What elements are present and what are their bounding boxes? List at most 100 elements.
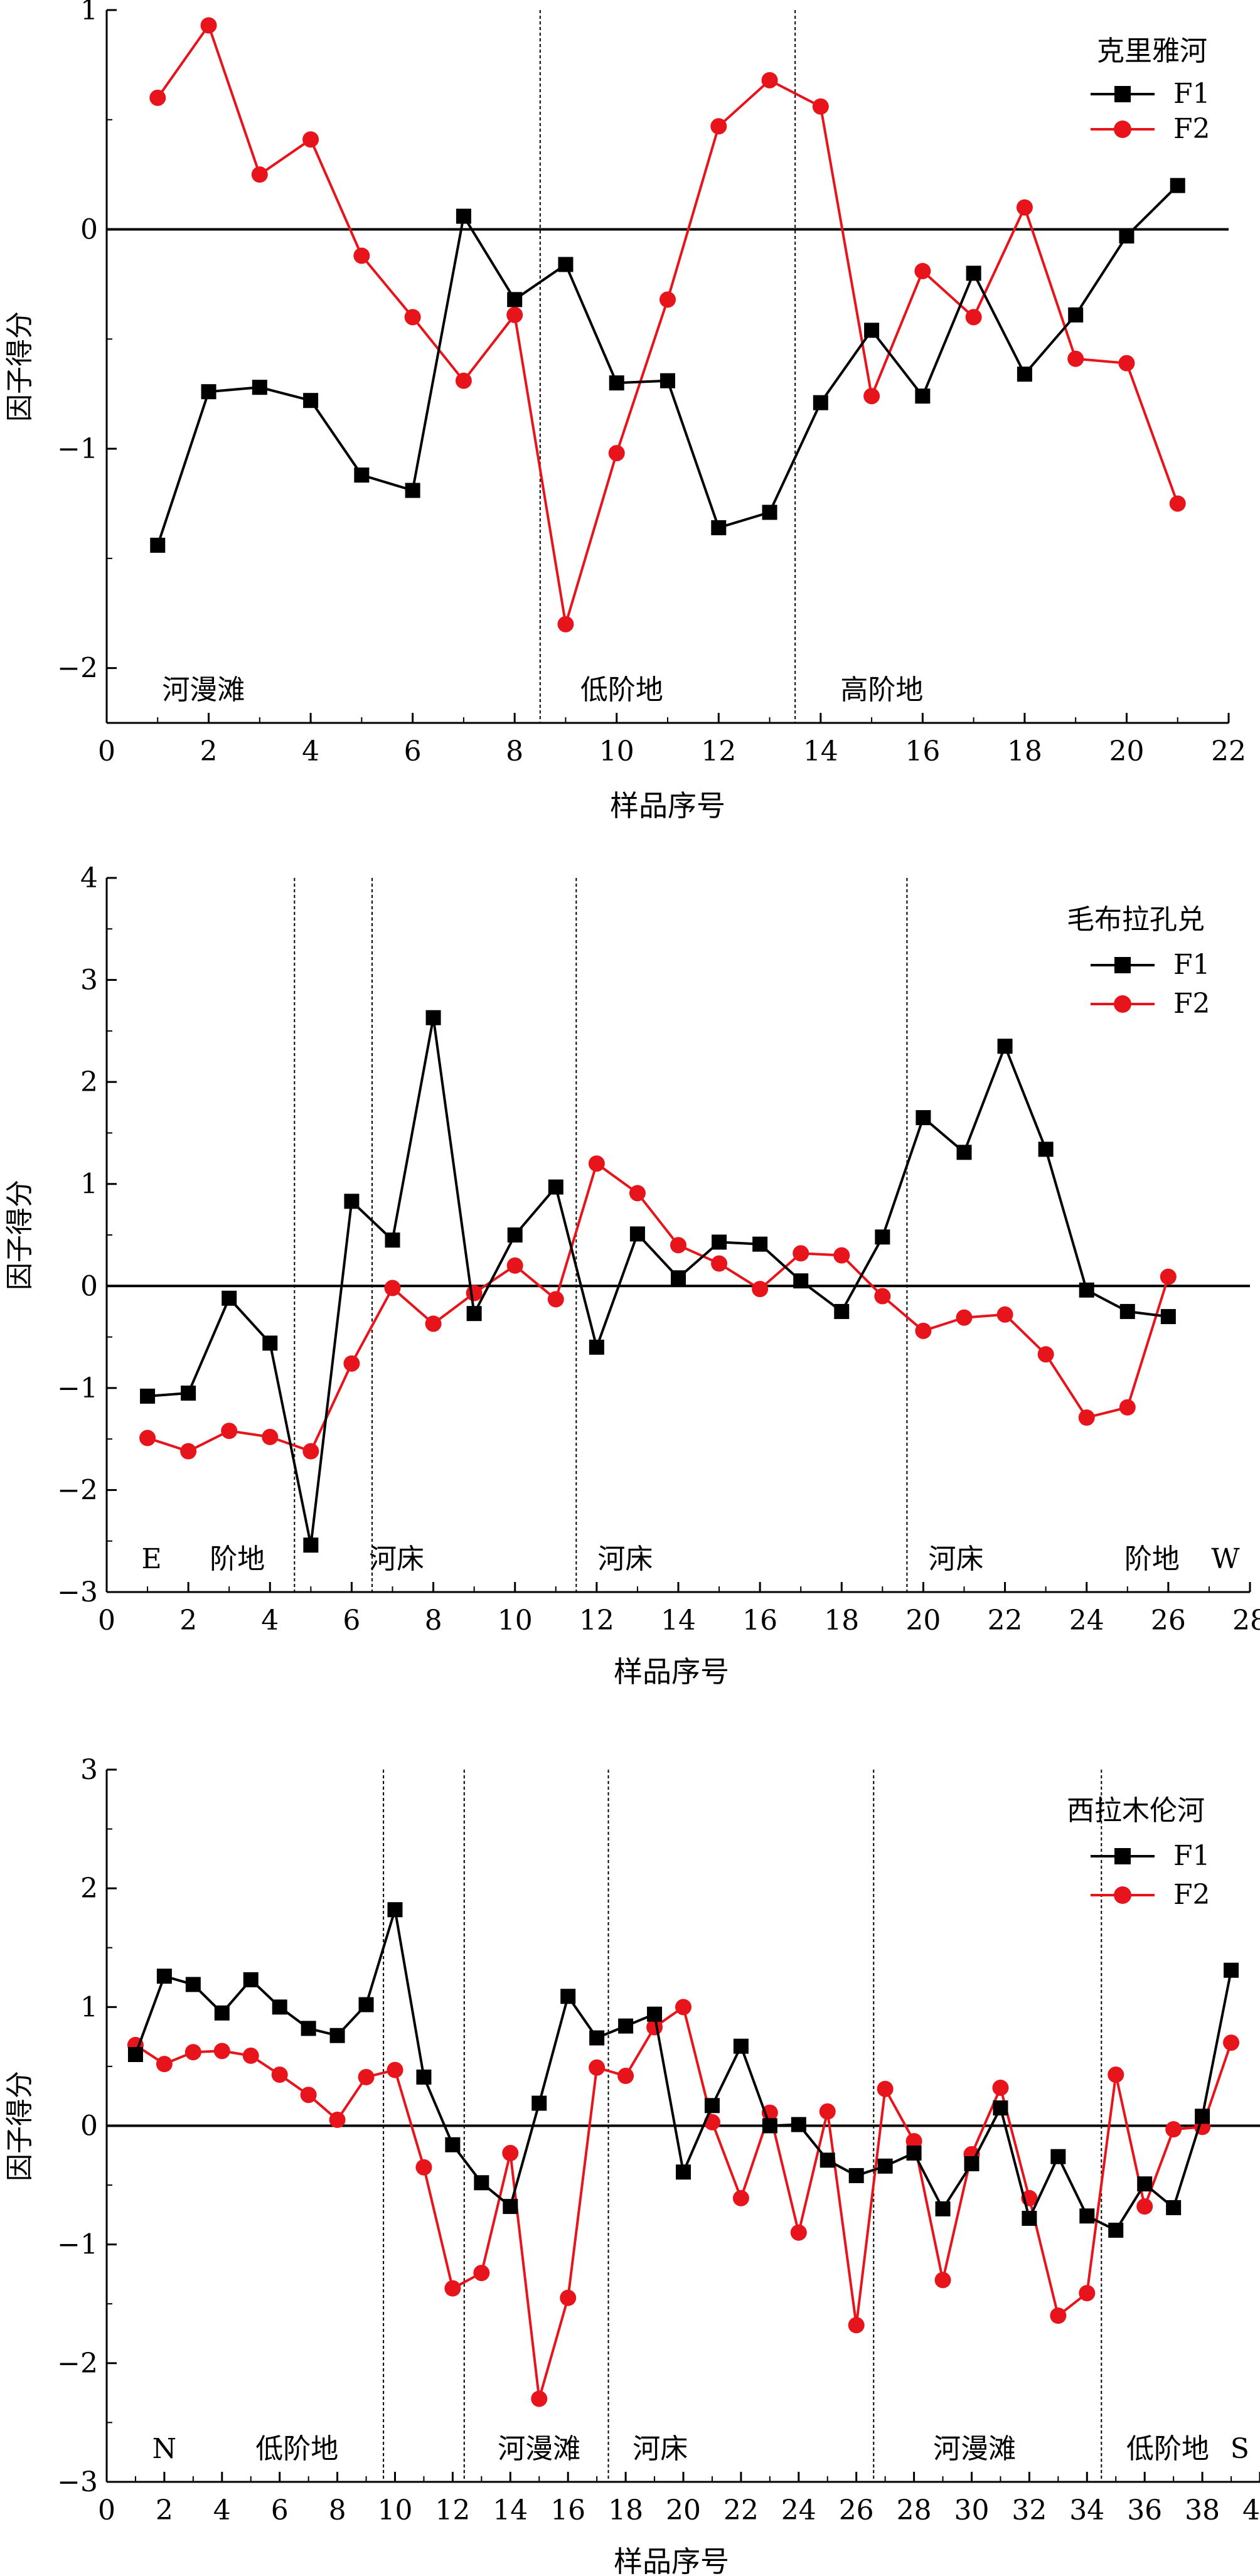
- data-point-f1: [793, 1273, 809, 1289]
- legend-entry-f2: F2: [1091, 113, 1210, 145]
- x-tick-label: 34: [1069, 2494, 1104, 2526]
- data-point-f2: [863, 388, 880, 405]
- x-tick-label: 0: [98, 1605, 115, 1637]
- data-point-f1: [1108, 2222, 1124, 2238]
- data-point-f1: [507, 1227, 523, 1243]
- data-point-f2: [793, 1245, 809, 1262]
- data-point-f1: [127, 2047, 143, 2062]
- data-point-f1: [647, 2006, 663, 2022]
- x-tick-label: 26: [1151, 1605, 1186, 1637]
- data-point-f2: [251, 166, 268, 183]
- x-tick-label: 38: [1185, 2494, 1220, 2526]
- data-point-f1: [156, 1969, 172, 1984]
- data-point-f2: [156, 2056, 173, 2073]
- data-point-f1: [303, 1537, 319, 1553]
- data-point-f1: [1224, 1962, 1239, 1978]
- x-tick-label: 20: [905, 1605, 941, 1637]
- x-tick-label: 22: [1211, 735, 1246, 767]
- data-point-f1: [997, 1039, 1013, 1054]
- y-tick-label: 0: [80, 214, 98, 246]
- data-point-f2: [752, 1281, 769, 1298]
- data-point-f1: [1166, 2200, 1182, 2216]
- data-point-f2: [425, 1315, 442, 1332]
- region-label: 河床: [597, 1543, 653, 1575]
- data-point-f1: [834, 1303, 850, 1319]
- legend-f1-marker: [1114, 957, 1131, 973]
- x-tick-label: 12: [579, 1605, 614, 1637]
- region-label: 高阶地: [840, 674, 923, 706]
- data-point-f2: [506, 306, 523, 323]
- data-point-f2: [956, 1309, 973, 1326]
- data-point-f1: [243, 1972, 259, 1987]
- x-tick-label: 24: [781, 2494, 816, 2526]
- data-point-f1: [589, 2030, 605, 2046]
- plot-area: 河漫滩 低阶地 高阶地 0 2 4 6 8 10 12 14 16 18 20 22 −2 −1 0 1: [57, 0, 1246, 767]
- x-tick-label: 4: [261, 1605, 279, 1637]
- x-tick-label: 24: [1069, 1605, 1104, 1637]
- y-axis-label: 因子得分: [4, 2071, 36, 2181]
- x-tick-label: 16: [550, 2494, 585, 2526]
- data-point-f1: [503, 2199, 518, 2215]
- data-point-f2: [629, 1185, 646, 1202]
- data-point-f1: [416, 2069, 432, 2085]
- data-point-f1: [252, 380, 267, 395]
- data-point-f1: [1079, 1282, 1094, 1298]
- data-point-f2: [659, 291, 676, 308]
- data-point-f2: [387, 2061, 403, 2078]
- y-tick-label: 1: [80, 1168, 98, 1200]
- data-point-f2: [617, 2068, 634, 2085]
- y-tick-label: 2: [80, 1066, 98, 1098]
- data-point-f2: [547, 1291, 564, 1308]
- data-point-f2: [965, 309, 982, 326]
- data-point-f2: [914, 262, 931, 279]
- data-point-f1: [629, 1226, 645, 1242]
- y-tick-label: −1: [57, 433, 98, 465]
- data-point-f2: [473, 2265, 490, 2282]
- legend-entry-f2: F2: [1091, 988, 1210, 1020]
- x-tick-label: 18: [608, 2494, 643, 2526]
- data-point-f2: [1050, 2307, 1067, 2324]
- x-tick-label: 36: [1127, 2494, 1162, 2526]
- data-point-f1: [877, 2158, 893, 2174]
- data-point-f2: [1108, 2066, 1124, 2083]
- legend-f1-marker: [1114, 86, 1131, 102]
- data-point-f2: [812, 98, 829, 115]
- legend-title: 西拉木伦河: [1067, 1795, 1205, 1827]
- region-label: 低阶地: [1126, 2433, 1209, 2465]
- region-label: S: [1231, 2433, 1249, 2465]
- data-point-f1: [956, 1145, 972, 1160]
- data-point-f2: [184, 2044, 201, 2061]
- data-point-f2: [992, 2079, 1009, 2096]
- data-point-f2: [302, 131, 319, 148]
- data-point-f2: [1067, 350, 1084, 367]
- x-tick-label: 0: [98, 2494, 115, 2526]
- data-point-f1: [385, 1232, 400, 1248]
- legend-f1-label: F1: [1173, 1840, 1210, 1872]
- region-label: 河床: [369, 1543, 424, 1575]
- x-tick-label: 6: [343, 1605, 360, 1637]
- data-point-f1: [1170, 178, 1185, 193]
- data-point-f1: [1017, 366, 1032, 382]
- legend-entry-f1: F1: [1091, 949, 1210, 981]
- x-tick-label: 40: [1242, 2494, 1260, 2526]
- data-point-f2: [711, 1255, 728, 1272]
- data-point-f1: [1195, 2108, 1210, 2124]
- data-point-f1: [704, 2098, 720, 2114]
- region-label: N: [152, 2433, 177, 2465]
- y-axis-label: 因子得分: [4, 311, 36, 422]
- legend-title: 毛布拉孔兑: [1067, 904, 1205, 936]
- x-tick-label: 10: [378, 2494, 413, 2526]
- legend-f1-marker: [1114, 1848, 1131, 1864]
- x-tick-label: 12: [701, 735, 736, 767]
- y-tick-label: 4: [80, 862, 98, 894]
- chart-panel-keliya: 河漫滩 低阶地 高阶地 0 2 4 6 8 10 12 14 16 18 20 22 −2 −1 0 1 因子得分 样…: [4, 0, 1246, 823]
- data-point-f2: [329, 2112, 346, 2129]
- data-point-f2: [710, 118, 727, 135]
- data-point-f1: [445, 2137, 461, 2152]
- y-tick-label: 3: [80, 965, 98, 997]
- y-axis-label: 因子得分: [4, 1180, 36, 1290]
- y-tick-label: 2: [80, 1873, 98, 1905]
- data-point-f1: [711, 520, 727, 535]
- data-point-f2: [1169, 495, 1186, 512]
